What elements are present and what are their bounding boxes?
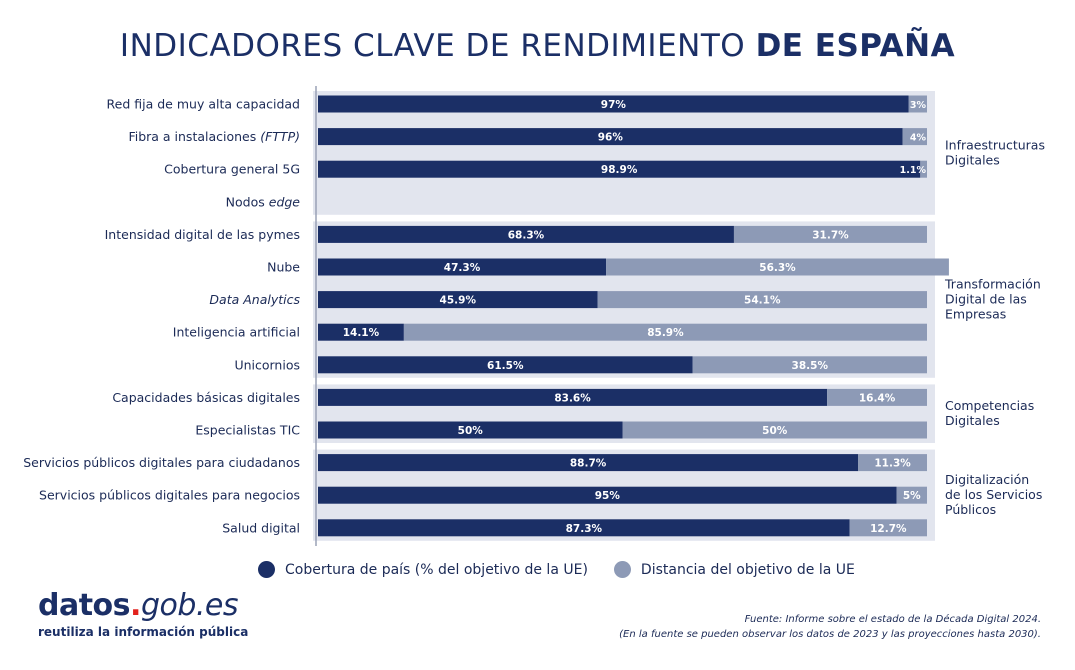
data-label-gap: 31.7% — [812, 229, 849, 241]
data-label-gap: 56.3% — [759, 262, 796, 274]
legend: Cobertura de país (% del objetivo de la … — [258, 561, 881, 578]
category-label: Red fija de muy alta capacidad — [107, 97, 300, 112]
logo-tagline: reutiliza la información pública — [38, 625, 249, 639]
bar-chart: InfraestructurasDigitalesTransformaciónD… — [23, 86, 1045, 546]
data-label-country: 83.6% — [554, 392, 591, 404]
bar-gap — [908, 95, 927, 113]
bar-country — [318, 486, 897, 504]
category-label: Especialistas TIC — [195, 423, 300, 438]
bar-gap — [849, 519, 927, 537]
data-label-country: 47.3% — [444, 262, 481, 274]
bar-country — [318, 421, 623, 439]
data-label-country: 68.3% — [508, 229, 545, 241]
legend-label-country: Cobertura de país (% del objetivo de la … — [285, 561, 588, 578]
bar-gap — [827, 388, 927, 406]
category-label: Data Analytics — [209, 292, 300, 307]
datos-gob-logo[interactable]: datos.gob.es reutiliza la información pú… — [38, 588, 248, 639]
data-label-gap: 12.7% — [870, 523, 907, 535]
bar-gap — [622, 421, 927, 439]
bar-country — [318, 258, 607, 276]
bar-gap — [606, 258, 949, 276]
bar-country — [318, 388, 828, 406]
category-label: Intensidad digital de las pymes — [105, 227, 300, 242]
title-bold: DE ESPAÑA — [755, 28, 956, 64]
data-label-gap: 38.5% — [792, 360, 829, 372]
title-regular: INDICADORES CLAVE DE RENDIMIENTO — [119, 28, 746, 64]
group-label: Digitales — [945, 413, 1000, 428]
bar-country — [318, 128, 903, 146]
category-label: Capacidades básicas digitales — [112, 390, 300, 405]
legend-swatch-country — [258, 561, 275, 578]
group-label: Digitales — [945, 152, 1000, 167]
data-label-country: 87.3% — [566, 523, 603, 535]
legend-item-gap: Distancia del objetivo de la UE — [613, 561, 855, 578]
data-label-gap: 3% — [910, 100, 927, 111]
data-label-country: 96% — [598, 132, 624, 144]
source-note: Fuente: Informe sobre el estado de la Dé… — [619, 612, 1041, 642]
category-label: Nube — [267, 260, 300, 275]
data-label-gap: 54.1% — [744, 295, 781, 307]
bar-gap — [597, 291, 927, 309]
category-label: Servicios públicos digitales para ciudad… — [23, 455, 300, 470]
group-label: Digitalización — [945, 472, 1029, 487]
data-label-gap: 16.4% — [859, 392, 896, 404]
legend-swatch-gap — [613, 561, 631, 578]
data-label-country: 98.9% — [601, 164, 638, 176]
group-label: Transformación — [944, 277, 1041, 292]
data-label-gap: 5% — [903, 490, 921, 502]
category-label: Servicios públicos digitales para negoci… — [39, 488, 300, 503]
bar-country — [318, 323, 404, 341]
bar-country — [318, 519, 850, 537]
category-label: Unicornios — [234, 357, 300, 372]
legend-label-gap: Distancia del objetivo de la UE — [640, 561, 855, 578]
data-label-country: 14.1% — [343, 327, 380, 339]
bar-country — [318, 160, 921, 178]
data-label-country: 50% — [458, 425, 484, 437]
bar-country — [318, 356, 693, 374]
bar-gap — [896, 486, 927, 504]
data-label-gap: 85.9% — [647, 327, 684, 339]
data-label-gap: 50% — [762, 425, 788, 437]
bar-gap — [692, 356, 927, 374]
group-label: Digital de las — [945, 292, 1027, 307]
logo-es: .es — [195, 588, 239, 623]
bar-country — [318, 95, 909, 113]
data-label-gap: 1.1% — [900, 165, 927, 176]
group-label: Empresas — [945, 307, 1006, 322]
category-label: Inteligencia artificial — [173, 325, 300, 340]
data-label-country: 97% — [601, 99, 627, 111]
group-label: Competencias — [945, 398, 1034, 413]
data-label-gap: 11.3% — [874, 458, 911, 470]
data-label-country: 95% — [595, 490, 621, 502]
bar-country — [318, 454, 859, 472]
chart-title: INDICADORES CLAVE DE RENDIMIENTO DE ESPA… — [0, 28, 1075, 64]
bar-gap — [920, 160, 927, 178]
data-label-gap: 4% — [910, 133, 927, 144]
category-label: Fibra a instalaciones (FTTP) — [128, 129, 300, 144]
group-label: Infraestructuras — [945, 137, 1045, 152]
legend-item-country: Cobertura de país (% del objetivo de la … — [258, 561, 588, 578]
category-label: Salud digital — [222, 520, 300, 535]
source-line-1: Fuente: Informe sobre el estado de la Dé… — [744, 614, 1041, 625]
bar-country — [318, 291, 598, 309]
logo-gob: gob — [140, 588, 196, 623]
category-label: Nodos edge — [226, 194, 301, 209]
bar-gap — [403, 323, 927, 341]
group-label: de los Servicios — [945, 487, 1042, 502]
logo-dot: . — [130, 588, 141, 623]
group-label: Públicos — [945, 502, 996, 517]
data-label-country: 45.9% — [440, 295, 477, 307]
bar-country — [318, 225, 734, 243]
data-label-country: 61.5% — [487, 360, 524, 372]
bar-gap — [902, 128, 927, 146]
source-line-2: (En la fuente se pueden observar los dat… — [619, 629, 1041, 640]
bar-gap — [858, 454, 927, 472]
category-label: Cobertura general 5G — [164, 162, 300, 177]
logo-brand: datos — [38, 588, 131, 623]
bar-gap — [733, 225, 927, 243]
logo-wordmark: datos.gob.es — [38, 588, 248, 623]
data-label-country: 88.7% — [570, 458, 607, 470]
